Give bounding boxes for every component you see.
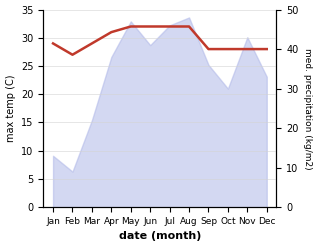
Y-axis label: max temp (C): max temp (C) — [5, 75, 16, 142]
X-axis label: date (month): date (month) — [119, 231, 201, 242]
Y-axis label: med. precipitation (kg/m2): med. precipitation (kg/m2) — [303, 48, 313, 169]
